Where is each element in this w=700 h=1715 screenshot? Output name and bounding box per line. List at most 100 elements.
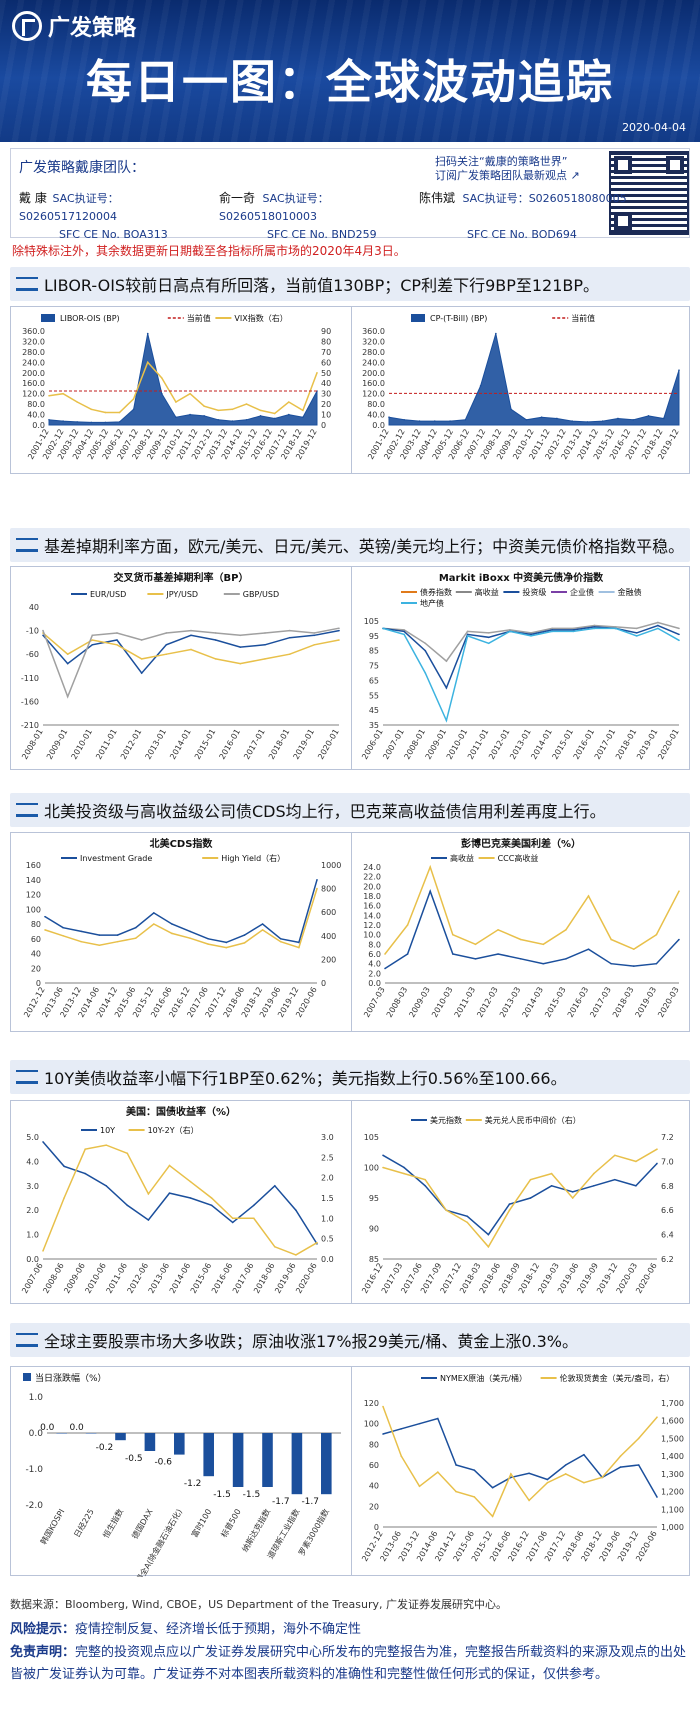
y-tick-label: 2.0 [368,969,381,978]
data-point [400,1455,403,1457]
data-label: -1.2 [184,1479,202,1489]
barclays-spread-chart: 彭博巴克莱美国利差（%） 24.022.020.018.016.014.012.0… [362,837,681,1019]
x-tick-label: 2020-03 [656,986,681,1019]
y-tick-label: 0.0 [29,1429,44,1439]
bar [56,1433,67,1434]
data-point [287,413,290,416]
data-point [165,643,168,646]
disclaimer-text: 完整的投资观点应以广发证券发展研究中心所发布的完整报告为准，完整报告所载资料的来… [10,1645,687,1682]
data-point [647,415,650,417]
y2-tick-label: 6.2 [661,1255,674,1264]
data-point [632,948,635,950]
data-point [259,409,262,412]
data-point [189,1197,192,1199]
data-point [245,403,248,405]
y2-tick-label: 10 [321,411,331,420]
y-tick-label: 40 [369,1482,379,1491]
y-tick-label: 320.0 [22,337,45,346]
data-point [190,648,192,651]
data-point [497,929,499,931]
y-tick-label: 95 [369,1194,379,1203]
header-banner: 广发策略 每日一图：全球波动追踪 2020-04-04 [0,0,700,142]
y-tick-label: 160 [26,861,41,870]
legend-label: 债券指数 [420,587,452,597]
series-line [382,627,680,723]
x-tick-label: 2014-01 [168,728,193,761]
data-point [273,412,276,415]
y-tick-label: 20 [31,964,41,973]
member-name: 陈伟斌 [419,191,456,205]
data-point [530,632,532,634]
data-point [466,1221,469,1224]
x-tick-label: 2015-03 [543,986,568,1019]
data-point [519,958,522,960]
scan-line-2[interactable]: 订阅广发策略团队最新观点 ↗ [435,169,580,182]
x-tick-label: 2018-03 [611,986,636,1019]
y-tick-label: 85 [369,647,379,656]
data-point [572,630,575,633]
data-point [168,1164,171,1167]
y2-tick-label: 1,500 [661,1434,684,1443]
y-tick-label: 60 [31,935,41,944]
y2-tick-label: 6.8 [661,1182,674,1191]
data-point [587,948,590,950]
legend-label: 企业债 [570,587,594,597]
section-text: 10Y美债收益率小幅下行1BP至0.62%；美元指数上行0.56%至100.66… [44,1069,567,1088]
y-tick-label: 95 [369,632,379,641]
bar [321,1433,332,1495]
y-tick-label: 4.0 [368,960,381,969]
y2-tick-label: 2.5 [321,1153,334,1162]
data-point [593,627,596,630]
section-bar-2: 基差掉期利率方面，欧元/美元、日元/美元、英镑/美元均上行；中资美元债价格指数平… [10,528,690,562]
y-tick-label: 280.0 [362,348,385,357]
data-point [455,1490,457,1493]
y-tick-label: 105 [364,617,379,626]
data-source: 数据来源：Bloomberg, Wind, CBOE，US Department… [10,1598,507,1611]
data-point [274,1185,276,1187]
data-point [91,639,94,641]
data-point [487,642,490,645]
data-point [583,1481,585,1484]
chart-title: 北美CDS指数 [150,837,214,850]
data-point [424,642,427,645]
y2-tick-label: 6.4 [661,1231,674,1240]
y-tick-label: -160 [21,697,39,706]
data-label: 0.0 [69,1423,84,1433]
data-point [118,411,121,414]
x-tick-label: 2018-01 [267,728,292,761]
y-tick-label: 0.0 [32,421,45,430]
y2-tick-label: 1.0 [321,1214,334,1223]
qr-code-icon[interactable] [609,151,689,235]
data-point [546,1481,549,1484]
brand-logo-icon [12,11,42,41]
data-point [189,392,191,395]
series-area [388,333,680,426]
x-tick-label: 2011-01 [94,728,119,761]
update-notice: 除特殊标注外，其余数据更新日期截至各指标所属市场的2020年4月3日。 [12,244,406,258]
y-tick-label: 20.0 [363,882,381,891]
data-point [657,627,659,630]
y-tick-label: 200.0 [362,369,385,378]
data-point [203,405,205,407]
legend-label: 地产债 [420,598,444,608]
data-point [550,1172,553,1175]
bar [85,1433,97,1434]
data-point [382,1154,384,1157]
y2-tick-label: 1,600 [661,1417,684,1426]
y2-tick-label: 0 [321,979,326,988]
data-point [655,962,658,965]
legend-label: VIX指数（右） [234,313,287,323]
data-point [678,369,680,371]
x-tick-label: 日经225 [72,1507,96,1539]
data-point [528,1499,530,1502]
y2-tick-label: 200 [321,955,336,964]
y-tick-label: 100 [364,1420,379,1429]
data-point [126,1152,129,1155]
wave-icon [10,267,44,301]
data-point [98,934,101,936]
data-point [264,643,266,646]
data-point [384,967,386,970]
data-label: -0.2 [96,1443,114,1453]
y-tick-label: 90 [369,1225,379,1234]
data-point [637,1464,640,1466]
